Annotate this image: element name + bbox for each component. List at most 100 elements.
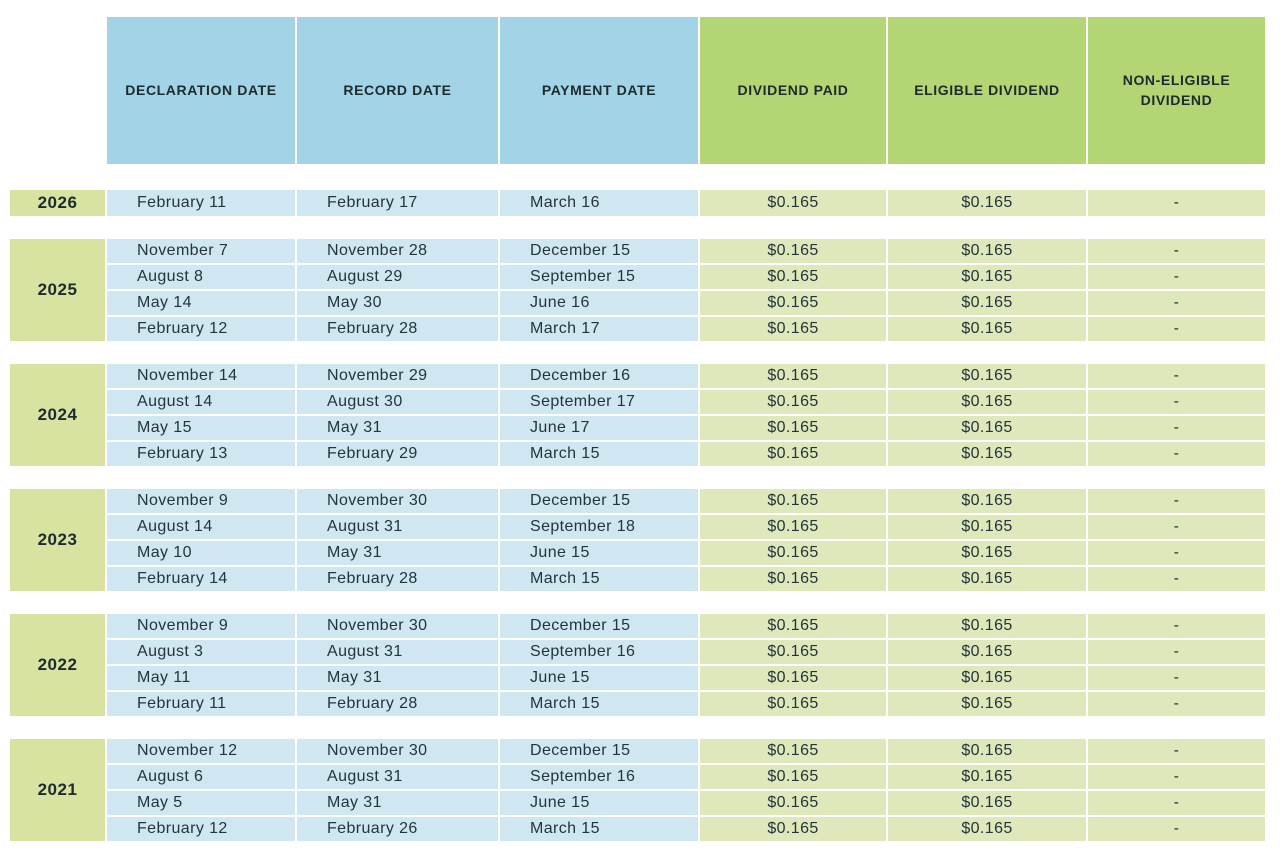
column-header-non-eligible-dividend: NON-ELIGIBLE DIVIDEND <box>1088 17 1265 164</box>
non-eligible-dividend-cell: - <box>1088 364 1265 388</box>
payment-date-cell: June 15 <box>500 541 698 565</box>
dividend-paid-cell: $0.165 <box>700 817 886 841</box>
eligible-dividend-cell: $0.165 <box>888 515 1086 539</box>
payment-date-cell: September 18 <box>500 515 698 539</box>
record-date-cell: February 28 <box>297 567 498 591</box>
non-eligible-dividend-cell: - <box>1088 239 1265 263</box>
payment-date-cell: June 17 <box>500 416 698 440</box>
dividend-paid-cell: $0.165 <box>700 442 886 466</box>
year-label: 2023 <box>10 489 105 591</box>
column-header-declaration-date: DECLARATION DATE <box>107 17 295 164</box>
payment-date-cell: March 15 <box>500 692 698 716</box>
declaration-date-cell: May 10 <box>107 541 295 565</box>
eligible-dividend-cell: $0.165 <box>888 265 1086 289</box>
declaration-date-cell: February 11 <box>107 692 295 716</box>
non-eligible-dividend-cell: - <box>1088 692 1265 716</box>
non-eligible-dividend-cell: - <box>1088 640 1265 664</box>
dividend-paid-cell: $0.165 <box>700 489 886 513</box>
eligible-dividend-cell: $0.165 <box>888 791 1086 815</box>
dividend-paid-cell: $0.165 <box>700 739 886 763</box>
eligible-dividend-cell: $0.165 <box>888 416 1086 440</box>
dividend-paid-cell: $0.165 <box>700 567 886 591</box>
declaration-date-cell: May 11 <box>107 666 295 690</box>
record-date-cell: May 31 <box>297 541 498 565</box>
payment-date-cell: December 15 <box>500 614 698 638</box>
table-header-row: DECLARATION DATE RECORD DATE PAYMENT DATE D… <box>10 17 1265 164</box>
eligible-dividend-cell: $0.165 <box>888 239 1086 263</box>
column-header-record-date: RECORD DATE <box>297 17 498 164</box>
declaration-date-cell: February 13 <box>107 442 295 466</box>
payment-date-cell: March 17 <box>500 317 698 341</box>
declaration-date-cell: February 12 <box>107 817 295 841</box>
year-label: 2022 <box>10 614 105 716</box>
eligible-dividend-cell: $0.165 <box>888 614 1086 638</box>
record-date-cell: February 26 <box>297 817 498 841</box>
non-eligible-dividend-cell: - <box>1088 190 1265 216</box>
payment-date-cell: September 16 <box>500 640 698 664</box>
record-date-cell: August 29 <box>297 265 498 289</box>
non-eligible-dividend-cell: - <box>1088 265 1265 289</box>
eligible-dividend-cell: $0.165 <box>888 541 1086 565</box>
non-eligible-dividend-cell: - <box>1088 515 1265 539</box>
eligible-dividend-cell: $0.165 <box>888 739 1086 763</box>
declaration-date-cell: November 9 <box>107 489 295 513</box>
non-eligible-dividend-cell: - <box>1088 442 1265 466</box>
declaration-date-cell: February 12 <box>107 317 295 341</box>
record-date-cell: August 31 <box>297 765 498 789</box>
column-header-eligible-dividend: ELIGIBLE DIVIDEND <box>888 17 1086 164</box>
non-eligible-dividend-cell: - <box>1088 567 1265 591</box>
declaration-date-cell: November 14 <box>107 364 295 388</box>
eligible-dividend-cell: $0.165 <box>888 666 1086 690</box>
eligible-dividend-cell: $0.165 <box>888 567 1086 591</box>
payment-date-cell: March 15 <box>500 817 698 841</box>
year-group-2024: 2024 November 14 November 29 December 16 $0.… <box>10 364 1265 466</box>
dividend-paid-cell: $0.165 <box>700 640 886 664</box>
declaration-date-cell: November 9 <box>107 614 295 638</box>
record-date-cell: November 30 <box>297 489 498 513</box>
non-eligible-dividend-cell: - <box>1088 317 1265 341</box>
declaration-date-cell: August 3 <box>107 640 295 664</box>
eligible-dividend-cell: $0.165 <box>888 817 1086 841</box>
payment-date-cell: June 16 <box>500 291 698 315</box>
year-label: 2026 <box>10 190 105 216</box>
payment-date-cell: December 16 <box>500 364 698 388</box>
non-eligible-dividend-cell: - <box>1088 791 1265 815</box>
eligible-dividend-cell: $0.165 <box>888 692 1086 716</box>
record-date-cell: November 28 <box>297 239 498 263</box>
non-eligible-dividend-cell: - <box>1088 666 1265 690</box>
non-eligible-dividend-cell: - <box>1088 765 1265 789</box>
dividend-paid-cell: $0.165 <box>700 239 886 263</box>
non-eligible-dividend-cell: - <box>1088 817 1265 841</box>
record-date-cell: August 31 <box>297 640 498 664</box>
year-group-2023: 2023 November 9 November 30 December 15 $0.1… <box>10 489 1265 591</box>
payment-date-cell: September 15 <box>500 265 698 289</box>
year-group-2026: 2026 February 11 February 17 March 16 $0.165… <box>10 190 1265 216</box>
record-date-cell: May 31 <box>297 666 498 690</box>
payment-date-cell: September 16 <box>500 765 698 789</box>
eligible-dividend-cell: $0.165 <box>888 442 1086 466</box>
payment-date-cell: June 15 <box>500 666 698 690</box>
declaration-date-cell: August 14 <box>107 515 295 539</box>
eligible-dividend-cell: $0.165 <box>888 364 1086 388</box>
non-eligible-dividend-cell: - <box>1088 614 1265 638</box>
payment-date-cell: December 15 <box>500 739 698 763</box>
record-date-cell: May 31 <box>297 791 498 815</box>
record-date-cell: August 31 <box>297 515 498 539</box>
record-date-cell: February 28 <box>297 317 498 341</box>
record-date-cell: February 17 <box>297 190 498 216</box>
record-date-cell: May 31 <box>297 416 498 440</box>
declaration-date-cell: November 7 <box>107 239 295 263</box>
eligible-dividend-cell: $0.165 <box>888 317 1086 341</box>
record-date-cell: November 30 <box>297 739 498 763</box>
eligible-dividend-cell: $0.165 <box>888 390 1086 414</box>
eligible-dividend-cell: $0.165 <box>888 765 1086 789</box>
eligible-dividend-cell: $0.165 <box>888 190 1086 216</box>
record-date-cell: May 30 <box>297 291 498 315</box>
column-header-payment-date: PAYMENT DATE <box>500 17 698 164</box>
year-group-2021: 2021 November 12 November 30 December 15 $0.… <box>10 739 1265 841</box>
non-eligible-dividend-cell: - <box>1088 489 1265 513</box>
dividend-paid-cell: $0.165 <box>700 364 886 388</box>
dividend-paid-cell: $0.165 <box>700 541 886 565</box>
eligible-dividend-cell: $0.165 <box>888 489 1086 513</box>
